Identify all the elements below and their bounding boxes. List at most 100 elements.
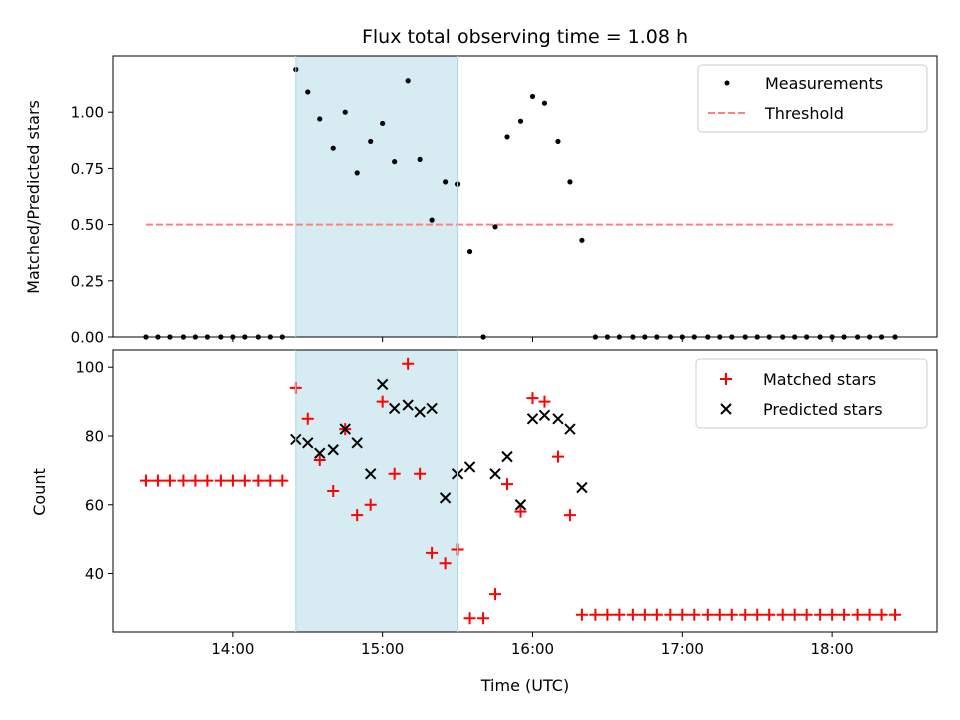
matched-star-point (376, 395, 389, 408)
measurement-point (405, 78, 411, 84)
predicted-star-point (538, 409, 551, 422)
matched-star-point (327, 485, 340, 497)
measurement-point (305, 89, 311, 95)
measurement-point (466, 248, 473, 255)
top-y-tick-label: 0.50 (71, 216, 104, 234)
matched-star-point (563, 509, 576, 522)
matched-star-point (477, 612, 490, 625)
predicted-star-point (552, 413, 564, 425)
bottom-legend-box (695, 358, 928, 429)
matched-star-point (139, 474, 152, 487)
matched-star-point (851, 608, 864, 621)
matched-stars-points (139, 357, 902, 625)
matched-star-point (177, 474, 190, 487)
top-panel: 0.00 0.25 0.50 0.75 1.00 Flux total observin… (24, 26, 938, 347)
bottom-x-tick-label: 15:00 (361, 640, 404, 658)
matched-star-point (725, 608, 738, 621)
matched-star-point (526, 392, 539, 405)
matched-star-point (189, 474, 202, 487)
measurement-point (368, 138, 374, 145)
predicted-star-point (501, 450, 513, 463)
predicted-star-point (314, 447, 326, 459)
matched-star-point (826, 608, 839, 621)
matched-star-point (414, 467, 427, 480)
matched-star-point (626, 608, 639, 621)
chart-title: Flux total observing time = 1.08 h (362, 26, 688, 48)
matched-star-point (489, 588, 502, 601)
predicted-star-point (489, 468, 501, 480)
measurement-point (567, 179, 573, 185)
matched-star-point (276, 474, 289, 487)
measurement-point (529, 93, 536, 100)
measurement-point (541, 100, 548, 106)
matched-star-point (814, 608, 827, 621)
bottom-y-tick-label: 100 (75, 359, 104, 377)
matched-star-point (364, 498, 377, 511)
matched-star-point (402, 357, 415, 370)
matched-star-point (151, 474, 164, 487)
matched-star-point (589, 608, 602, 621)
matched-star-point (214, 474, 227, 487)
bottom-y-tick-label: 80 (85, 427, 104, 445)
top-y-tick-label: 1.00 (71, 104, 104, 122)
measurement-point (342, 109, 348, 115)
matched-star-point (863, 608, 876, 621)
matched-star-point (551, 450, 564, 463)
matched-star-point (875, 608, 888, 621)
bottom-x-tick-label: 18:00 (811, 640, 854, 658)
bottom-plot-frame (112, 349, 938, 633)
predicted-star-point (564, 423, 576, 435)
matched-star-point (676, 608, 689, 621)
predicted-star-point (426, 402, 438, 415)
matched-star-point (688, 608, 701, 621)
bottom-x-tick-label: 14:00 (211, 640, 254, 658)
top-y-tick-label: 0.00 (71, 329, 104, 347)
matched-star-point (439, 557, 452, 570)
top-y-tick-label: 0.25 (71, 272, 104, 290)
matched-star-point (713, 608, 726, 621)
matched-star-point (226, 474, 239, 487)
x-axis-label: Time (UTC) (480, 676, 569, 695)
bottom-legend: Matched stars Predicted stars (695, 358, 928, 429)
predicted-star-point (463, 461, 476, 473)
legend-predicted-marker (720, 403, 732, 415)
matched-star-point (739, 608, 752, 621)
predicted-star-point (414, 406, 426, 418)
matched-star-point (501, 478, 514, 491)
matched-star-point (838, 608, 851, 621)
measurement-point (517, 118, 524, 124)
matched-star-point (252, 474, 265, 487)
matched-star-point (426, 546, 439, 559)
legend-measurements-label: Measurements (765, 74, 883, 93)
bottom-x-tick-label: 16:00 (511, 640, 554, 658)
bottom-x-ticks: 14:00 15:00 16:00 17:00 18:00 (211, 632, 854, 658)
predicted-star-point (339, 423, 351, 435)
matched-star-point (701, 608, 714, 621)
top-y-axis-label: Matched/Predicted stars (24, 100, 43, 294)
matched-star-point (575, 608, 588, 621)
predicted-star-point (351, 437, 363, 449)
matched-star-point (889, 608, 902, 621)
matched-star-point (751, 608, 764, 621)
measurement-point (317, 116, 323, 122)
predicted-star-point (364, 468, 377, 480)
top-y-ticks: 0.00 0.25 0.50 0.75 1.00 (71, 104, 113, 347)
matched-star-point (388, 467, 401, 480)
matched-star-point (788, 608, 801, 621)
legend-threshold-label: Threshold (764, 104, 844, 123)
matched-star-point (201, 474, 214, 487)
matched-star-point (238, 474, 251, 487)
matched-star-point (351, 509, 364, 522)
measurement-point (392, 159, 398, 165)
predicted-star-point (302, 437, 314, 449)
measurement-point (429, 217, 435, 223)
matched-star-point (800, 608, 813, 621)
top-x-ticks (232, 337, 833, 342)
matched-star-point (264, 474, 277, 487)
matched-star-point (538, 395, 551, 408)
measurement-point (555, 138, 561, 145)
top-shaded-span (295, 56, 458, 337)
bottom-panel: 40 60 80 100 14:00 15:00 16:00 17:00 18:00 Coun… (30, 349, 938, 695)
predicted-star-point (402, 399, 414, 411)
